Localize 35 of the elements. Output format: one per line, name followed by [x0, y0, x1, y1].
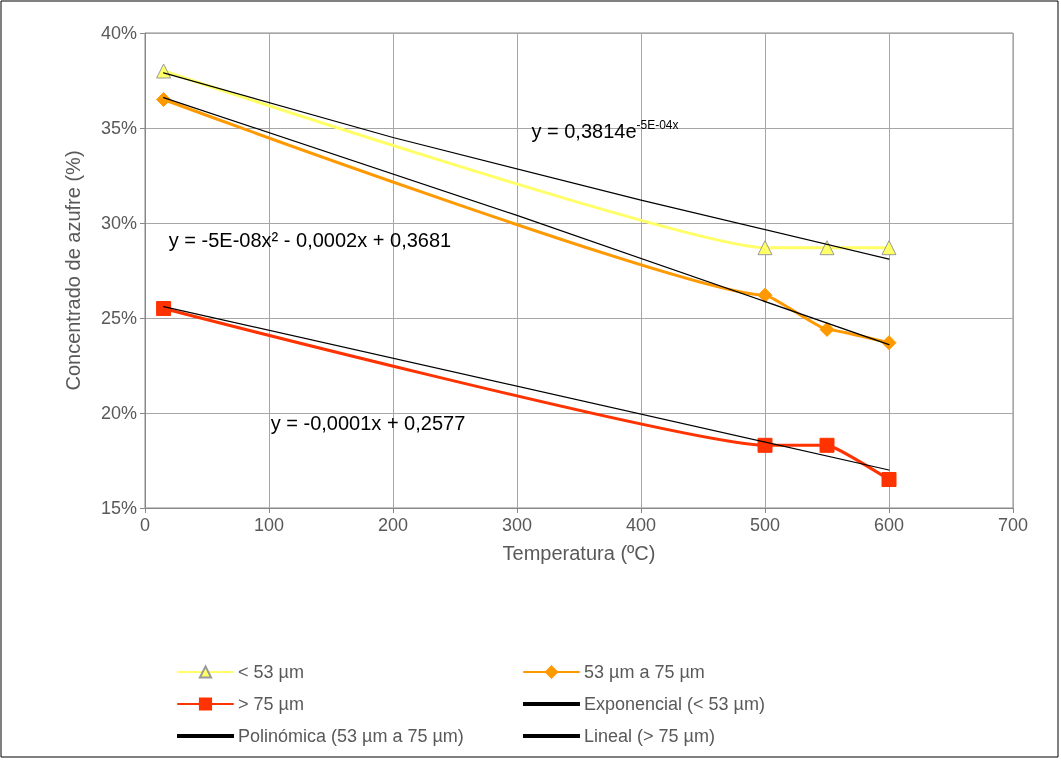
y-tick-label: 35%: [100, 118, 137, 138]
legend-label: Lineal (> 75 µm): [584, 726, 715, 746]
legend-label: > 75 µm: [238, 694, 304, 714]
point: [819, 321, 835, 337]
annotation: y = -0,0001x + 0,2577: [270, 412, 466, 434]
legend-label: Exponencial (< 53 µm): [584, 694, 765, 714]
point: [757, 240, 773, 256]
point: [819, 437, 835, 453]
point: [757, 437, 773, 453]
x-tick-label: 0: [139, 515, 151, 535]
point: [819, 240, 835, 256]
point: [881, 472, 897, 487]
x-tick-label: 400: [625, 515, 657, 535]
point: [156, 92, 172, 107]
point: [156, 63, 172, 79]
y-tick-label: 25%: [100, 308, 137, 328]
legend-label: 53 µm a 75 µm: [584, 662, 705, 682]
y-tick-label: 30%: [100, 213, 137, 233]
legend-label: < 53 µm: [238, 662, 304, 682]
x-tick-label: 700: [997, 515, 1029, 535]
x-axis-title: Temperatura (ºC): [502, 542, 656, 564]
y-tick-label: 15%: [100, 498, 137, 518]
x-tick-label: 300: [501, 515, 533, 535]
x-tick-label: 200: [377, 515, 409, 535]
y-tick-label: 20%: [100, 403, 137, 423]
annotation: y = -5E-08x² - 0,0002x + 0,3681: [168, 229, 452, 251]
point: [881, 240, 897, 256]
x-tick-label: 100: [253, 515, 285, 535]
point: [757, 287, 773, 303]
x-tick-label: 600: [873, 515, 905, 535]
x-tick-label: 500: [749, 515, 781, 535]
y-axis-title: Concentrado de azufre (%): [62, 150, 84, 391]
y-tick-label: 40%: [100, 23, 137, 43]
legend-label: Polinómica (53 µm a 75 µm): [238, 726, 464, 746]
point: [156, 301, 172, 316]
